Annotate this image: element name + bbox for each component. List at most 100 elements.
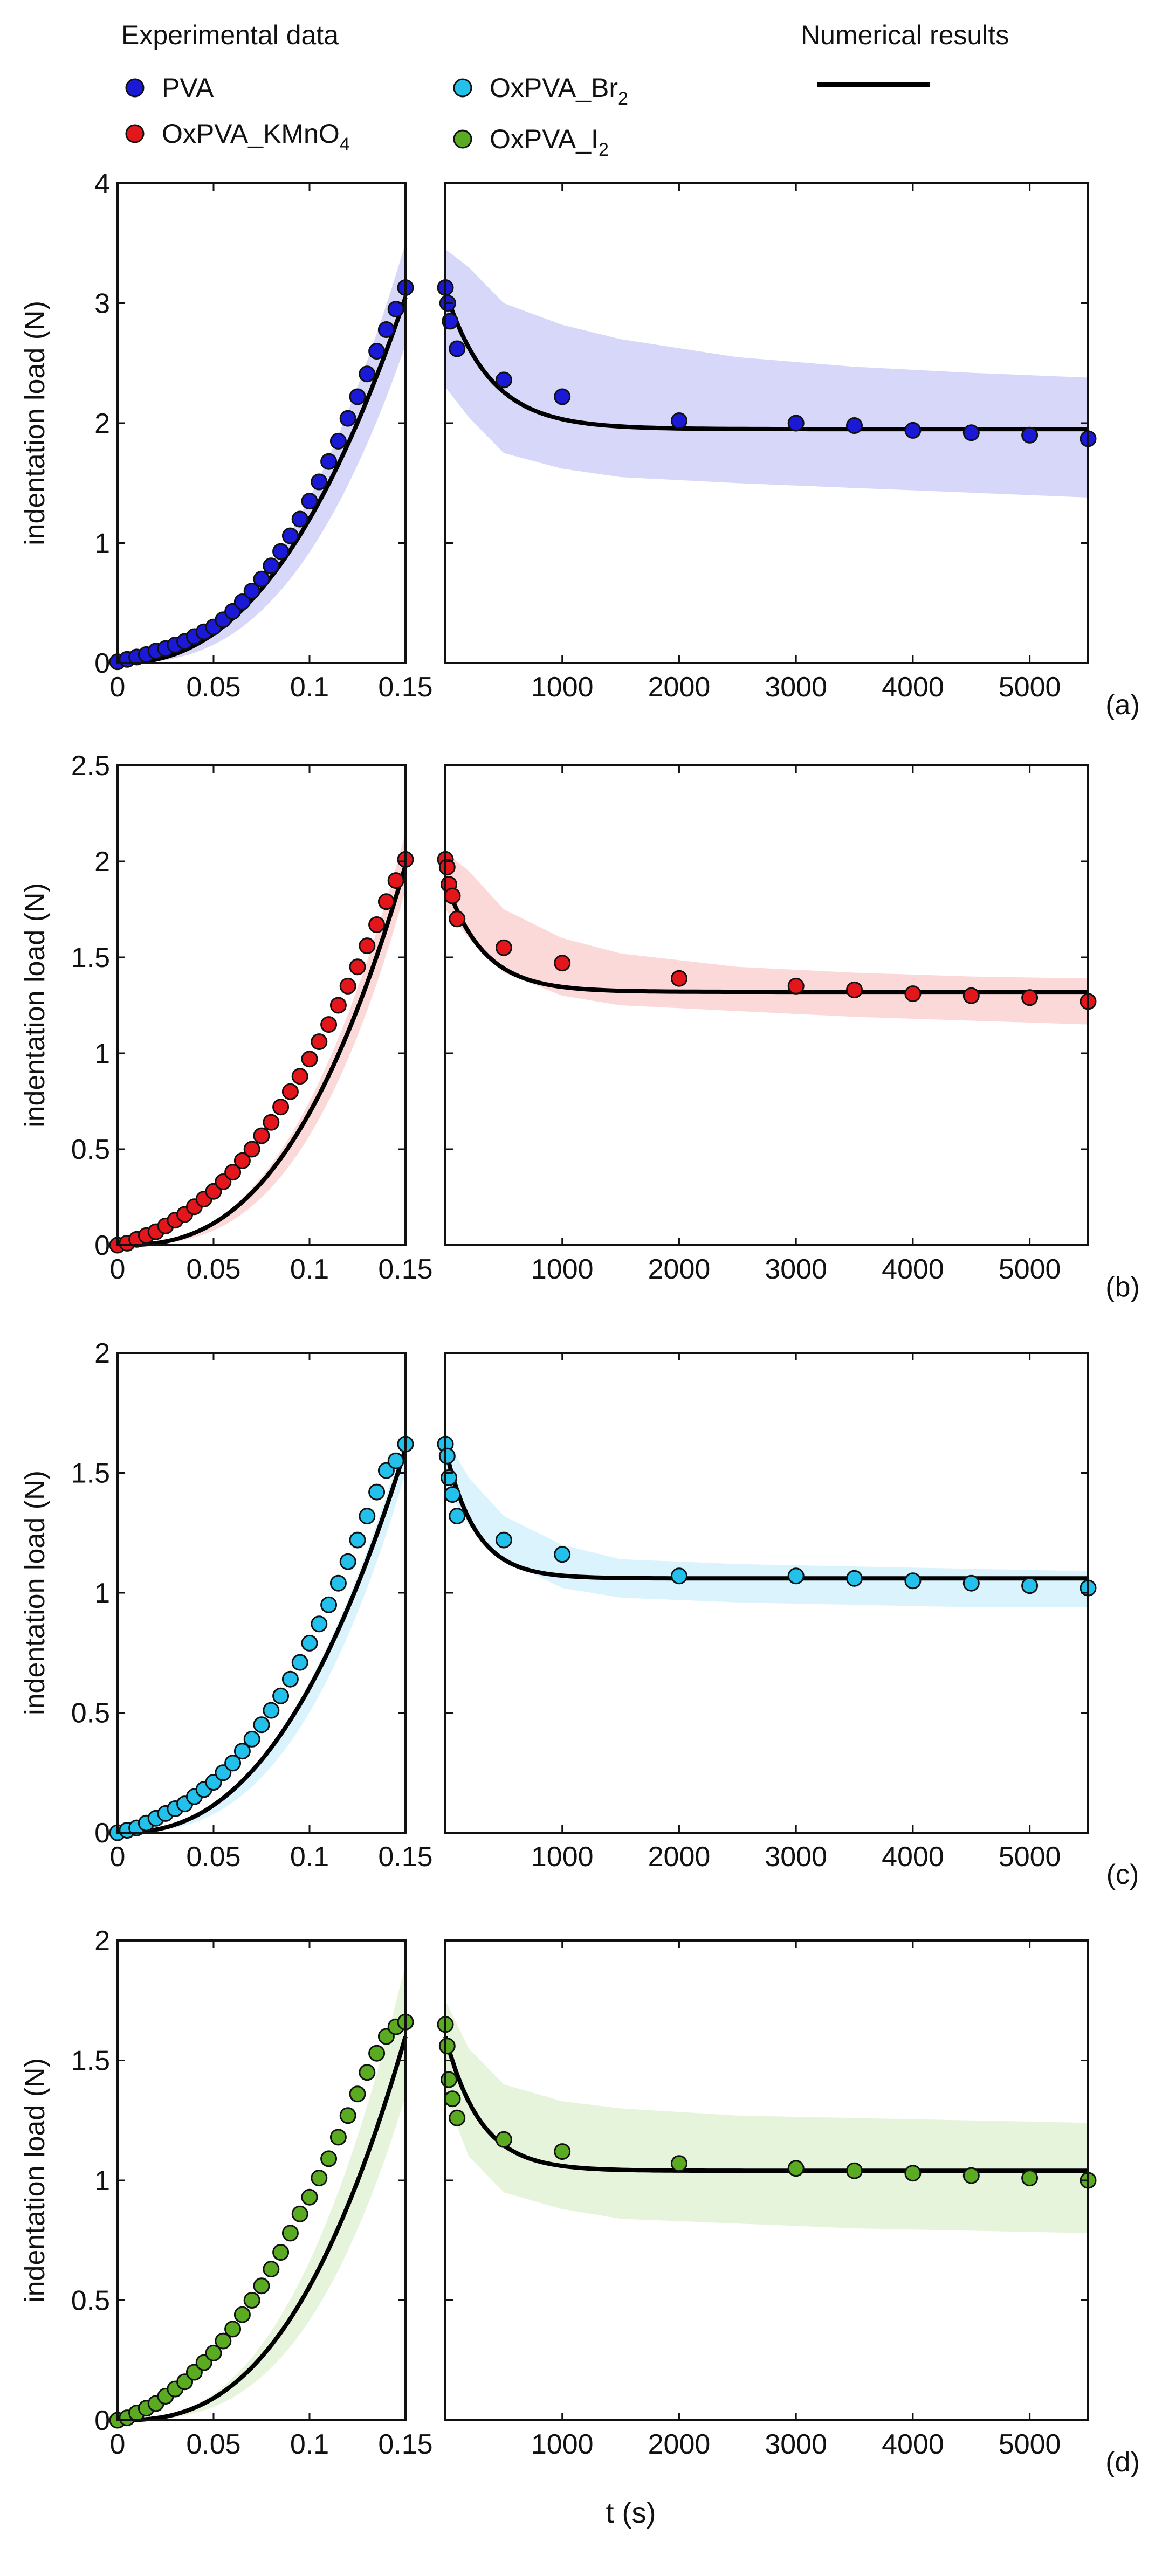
relaxation-data-point [495, 2131, 512, 2148]
y-tick-label: 2 [94, 1338, 110, 1369]
loading-data-point [253, 2277, 270, 2295]
relaxation-data-point [495, 371, 512, 389]
loading-data-point [224, 1755, 242, 1772]
loading-data-point [339, 1553, 356, 1570]
loading-data-point [359, 2064, 376, 2081]
relaxation-data-point [444, 2090, 461, 2108]
loading-data-point [215, 2332, 232, 2350]
x-tick-label: 0.05 [186, 672, 240, 703]
y-tick-label: 4 [94, 168, 110, 199]
relaxation-data-point [846, 2162, 863, 2179]
panel-label: (b) [1105, 1272, 1140, 1303]
loading-data-point [301, 1634, 318, 1652]
panel-label: (a) [1105, 689, 1140, 721]
loading-data-point [301, 1051, 318, 1068]
relaxation-data-point [495, 939, 512, 956]
loading-data-point [349, 1531, 366, 1549]
loading-data-point [377, 321, 395, 338]
relaxation-data-point [438, 2038, 456, 2055]
relaxation-data-point [449, 1508, 466, 1525]
loading-data-point [233, 2306, 251, 2323]
relaxation-uncertainty-band [445, 1437, 1088, 1607]
loading-data-point [233, 593, 251, 610]
panel-3: 0 0.5 1 1.5 2 0 0.05 0.1 0.15 1000 2000 3000 4000 500… [19, 1338, 1139, 1890]
loading-uncertainty-band [118, 1964, 405, 2420]
relaxation-data-point [671, 1567, 688, 1585]
relaxation-data-point [449, 910, 466, 928]
loading-data-point [339, 977, 356, 995]
loading-data-point [320, 1596, 338, 1613]
y-tick-label: 2 [94, 1925, 110, 1957]
y-tick-label: 1 [94, 1578, 110, 1609]
relaxation-data-point [904, 1572, 922, 1590]
relaxation-uncertainty-band [445, 249, 1088, 498]
y-tick-label: 1.5 [71, 1458, 110, 1489]
y-tick-label: 2 [94, 846, 110, 878]
y-tick-label: 1 [94, 1038, 110, 1069]
loading-uncertainty-band [118, 832, 405, 1245]
loading-data-point [291, 2205, 308, 2222]
loading-model-curve [118, 1448, 408, 1835]
loading-data-point [329, 2129, 347, 2146]
loading-data-point [272, 543, 290, 560]
x-tick-label: 4000 [882, 2429, 944, 2460]
loading-uncertainty-band [118, 1434, 405, 1833]
y-axis-label: indentation load (N) [19, 301, 51, 545]
x-tick-label: 0.15 [378, 1254, 432, 1285]
left-axes-frame [116, 764, 407, 1246]
loading-data-point [233, 1743, 251, 1760]
relaxation-data-point [438, 859, 456, 876]
loading-data-point [320, 2150, 338, 2167]
loading-data-point [253, 570, 270, 588]
loading-data-point [301, 2188, 318, 2206]
x-tick-label: 1000 [531, 1254, 594, 1285]
loading-data-point [281, 527, 299, 544]
loading-data-point [368, 1483, 386, 1501]
legend-label-oxpva-br2: OxPVA_Br2 [490, 73, 628, 109]
x-tick-label: 0.05 [186, 1841, 240, 1873]
x-tick-label: 2000 [648, 2429, 711, 2460]
loading-data-point [205, 2344, 222, 2361]
panel-4: 0 0.5 1 1.5 2 0 0.05 0.1 0.15 1000 2000 3000 4000 500… [19, 1925, 1140, 2478]
loading-model-curve [117, 296, 408, 665]
relaxation-data-point [904, 2165, 922, 2182]
relaxation-data-point [554, 2143, 571, 2160]
loading-data-point [311, 473, 328, 491]
loading-data-point [359, 937, 376, 955]
x-tick-label: 5000 [999, 1254, 1061, 1285]
y-tick-label: 0 [94, 1230, 110, 1261]
x-tick-label: 0 [110, 2429, 126, 2460]
x-tick-label: 0.1 [290, 2429, 329, 2460]
relaxation-data-point [671, 412, 688, 429]
loading-data-point [263, 2261, 280, 2278]
panel-2: 0 0.5 1 1.5 2 2.5 0 0.05 0.1 0.15 1000 2000 3000 4000… [19, 750, 1140, 1303]
legend-experimental-title: Experimental data [121, 20, 339, 50]
y-tick-label: 2.5 [71, 750, 110, 782]
loading-data-point [233, 1152, 251, 1169]
relaxation-data-point [787, 977, 805, 995]
loading-data-point [339, 410, 356, 427]
relaxation-model-curve [443, 2035, 1088, 2173]
loading-data-point [272, 1099, 290, 1116]
loading-data-point [272, 2244, 290, 2261]
x-tick-label: 2000 [648, 1841, 711, 1873]
x-tick-label: 0.15 [378, 2429, 432, 2460]
relaxation-data-point [444, 887, 461, 904]
loading-data-point [387, 872, 404, 889]
y-tick-label: 1 [94, 2165, 110, 2197]
loading-data-point [359, 365, 376, 383]
relaxation-data-point [846, 982, 863, 998]
x-tick-label: 0.05 [186, 1254, 240, 1285]
loading-data-point [243, 1730, 260, 1748]
relaxation-model-curve [443, 291, 1088, 432]
loading-data-point [224, 2321, 242, 2338]
relaxation-model-curve [443, 880, 1088, 995]
x-tick-label: 0 [110, 672, 126, 703]
relaxation-data-point [554, 1546, 571, 1563]
loading-data-point [291, 1068, 308, 1085]
y-tick-label: 1.5 [71, 2046, 110, 2077]
loading-data-point [281, 1670, 299, 1688]
loading-data-point [329, 1574, 347, 1592]
x-tick-label: 0.1 [290, 1841, 329, 1873]
